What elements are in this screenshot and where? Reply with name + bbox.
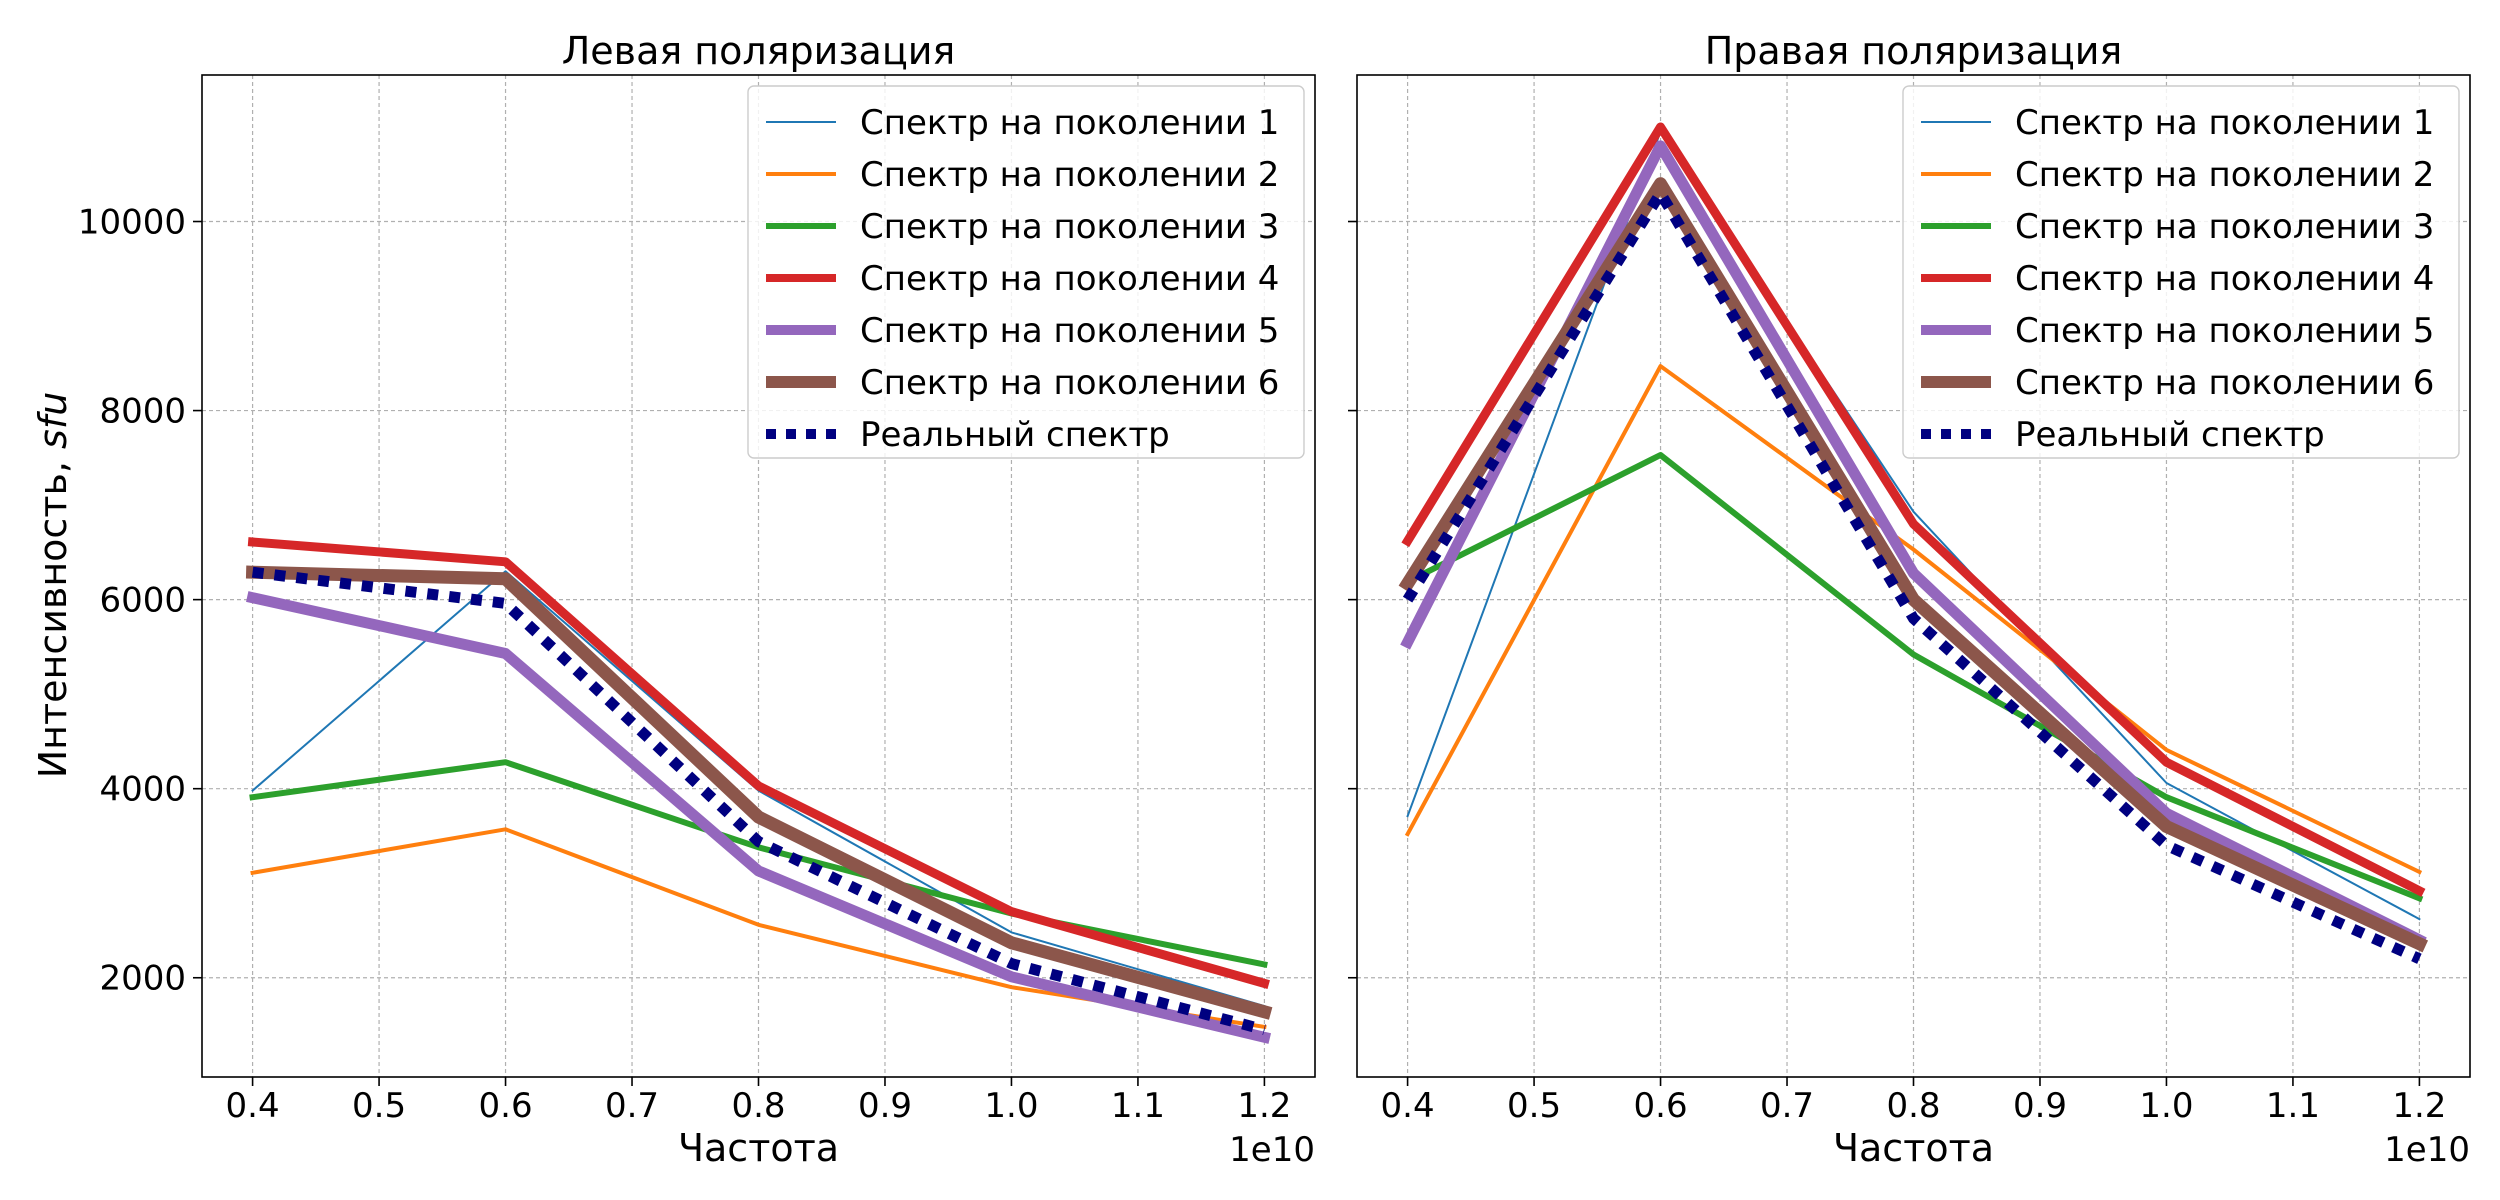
x-tick-label: 1.2 [2392,1086,2446,1126]
panel-title: Правая поляризация [1705,29,2123,73]
x-tick-label: 0.4 [1381,1086,1435,1126]
legend-label-4: Спектр на поколении 4 [860,259,1279,299]
legend-label-1: Спектр на поколении 1 [2015,103,2434,143]
x-tick-label: 0.5 [352,1086,406,1126]
x-tick-label: 1.0 [2139,1086,2193,1126]
series-lines [245,537,1273,1044]
x-tick-label: 0.5 [1507,1086,1561,1126]
series-line-5 [246,591,1272,1044]
x-tick-label: 1.2 [1237,1086,1291,1126]
legend: Спектр на поколении 1 Спектр на поколении… [1902,85,2460,459]
legend-label-4: Спектр на поколении 4 [2015,259,2434,299]
series-line-3 [1403,452,2424,903]
series-line-6 [1398,177,2429,953]
x-tick-label: 0.9 [2013,1086,2067,1126]
legend-label-6: Спектр на поколении 6 [860,363,1279,403]
legend-box [747,85,1305,459]
y-tick-label: 10000 [78,203,186,243]
legend-label-5: Спектр на поколении 5 [860,311,1279,351]
legend-label-6: Спектр на поколении 6 [2015,363,2434,403]
legend-label-1: Спектр на поколении 1 [860,103,1279,143]
series-lines [1398,122,2429,964]
x-axis-label: Частота [678,1126,839,1170]
x-tick-label: 0.8 [1886,1086,1940,1126]
x-ticks: 0.4 0.5 0.6 0.7 0.8 0.9 1.0 1.1 1.2 [226,1077,1291,1126]
x-tick-label: 0.4 [226,1086,280,1126]
legend-label-7: Реальный спектр [860,415,1170,455]
legend-label-2: Спектр на поколении 2 [860,155,1279,195]
series-line-7 [1402,182,2422,964]
series-line-2 [1404,364,2423,875]
x-tick-label: 1.1 [2266,1086,2320,1126]
y-axis-label-unit: sfu [31,392,75,449]
panel-title: Левая поляризация [562,29,956,73]
y-tick-label: 4000 [99,770,186,810]
legend-label-3: Спектр на поколении 3 [860,207,1279,247]
x-offset-label: 1e10 [2384,1130,2470,1170]
legend-label-5: Спектр на поколении 5 [2015,311,2434,351]
x-tick-label: 0.6 [1634,1086,1688,1126]
y-ticks [1348,220,1357,979]
y-axis-label: Интенсивность, sfu [31,392,75,779]
x-tick-label: 1.0 [984,1086,1038,1126]
y-tick-label: 2000 [99,959,186,999]
x-tick-label: 0.7 [605,1086,659,1126]
series-line-7 [251,566,1266,1036]
legend: Спектр на поколении 1 Спектр на поколении… [747,85,1305,459]
series-line-6 [245,565,1273,1020]
x-offset-label: 1e10 [1229,1130,1315,1170]
x-tick-label: 0.7 [1760,1086,1814,1126]
x-tick-label: 0.6 [479,1086,533,1126]
y-tick-label: 6000 [99,581,186,621]
y-axis-label-main: Интенсивность, [31,449,75,778]
legend-label-3: Спектр на поколении 3 [2015,207,2434,247]
x-ticks: 0.4 0.5 0.6 0.7 0.8 0.9 1.0 1.1 1.2 [1381,1077,2446,1126]
x-tick-label: 0.8 [731,1086,785,1126]
left-polarization-panel: 0.4 0.5 0.6 0.7 0.8 0.9 1.0 1.1 1.2 2000 4000 6000 8… [78,29,1316,1170]
series-line-4 [247,537,1270,989]
legend-box [1902,85,2460,459]
x-tick-label: 0.9 [858,1086,912,1126]
legend-label-7: Реальный спектр [2015,415,2325,455]
y-tick-label: 8000 [99,392,186,432]
right-polarization-panel: 0.4 0.5 0.6 0.7 0.8 0.9 1.0 1.1 1.2 Правая поляри… [1348,29,2471,1170]
x-tick-label: 1.1 [1111,1086,1165,1126]
series-line-4 [1401,122,2426,897]
legend-label-2: Спектр на поколении 2 [2015,155,2434,195]
x-axis-label: Частота [1833,1126,1994,1170]
y-ticks: 2000 4000 6000 8000 10000 [78,203,202,999]
